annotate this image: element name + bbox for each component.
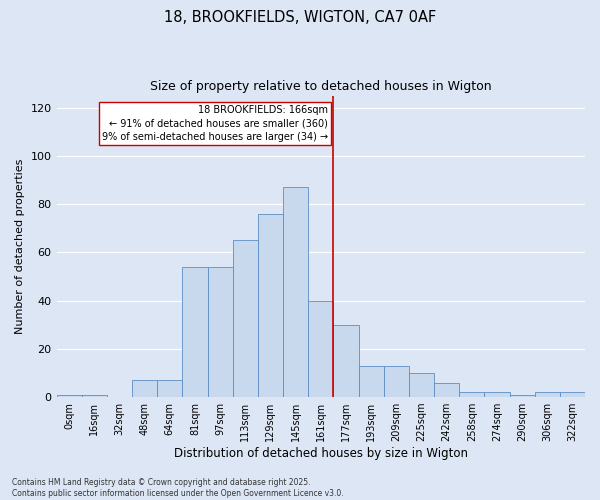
Y-axis label: Number of detached properties: Number of detached properties — [15, 158, 25, 334]
Bar — [208, 267, 233, 397]
Bar — [157, 380, 182, 397]
Bar — [283, 187, 308, 397]
Bar — [132, 380, 157, 397]
Bar — [308, 300, 334, 397]
Bar — [82, 394, 107, 397]
X-axis label: Distribution of detached houses by size in Wigton: Distribution of detached houses by size … — [174, 447, 468, 460]
Bar — [560, 392, 585, 397]
Bar — [434, 382, 459, 397]
Bar — [334, 324, 359, 397]
Bar — [233, 240, 258, 397]
Bar — [56, 394, 82, 397]
Bar — [509, 394, 535, 397]
Bar — [535, 392, 560, 397]
Bar — [409, 373, 434, 397]
Bar — [459, 392, 484, 397]
Bar — [359, 366, 383, 397]
Text: 18, BROOKFIELDS, WIGTON, CA7 0AF: 18, BROOKFIELDS, WIGTON, CA7 0AF — [164, 10, 436, 25]
Bar — [182, 267, 208, 397]
Bar — [258, 214, 283, 397]
Text: 18 BROOKFIELDS: 166sqm
← 91% of detached houses are smaller (360)
9% of semi-det: 18 BROOKFIELDS: 166sqm ← 91% of detached… — [102, 105, 328, 142]
Text: Contains HM Land Registry data © Crown copyright and database right 2025.
Contai: Contains HM Land Registry data © Crown c… — [12, 478, 344, 498]
Title: Size of property relative to detached houses in Wigton: Size of property relative to detached ho… — [150, 80, 491, 93]
Bar — [383, 366, 409, 397]
Bar — [484, 392, 509, 397]
